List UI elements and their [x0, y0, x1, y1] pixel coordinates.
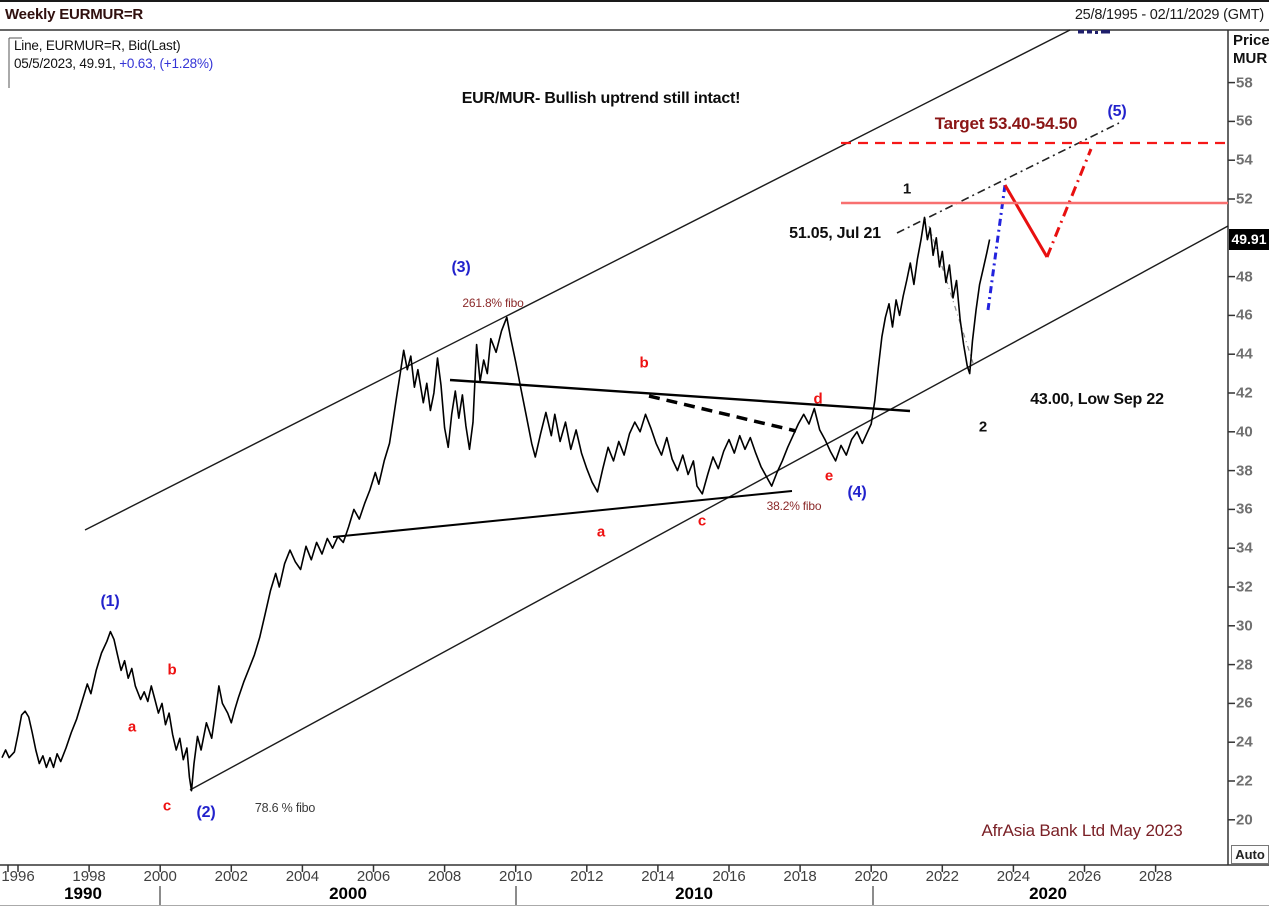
- legend-quote-line: 05/5/2023, 49.91, +0.63, (+1.28%): [14, 55, 213, 73]
- fibo-level-261[interactable]: 261.8% fibo: [462, 296, 524, 310]
- chart-headline[interactable]: EUR/MUR- Bullish uptrend still intact!: [461, 90, 741, 107]
- subwave-label-c2[interactable]: c: [697, 512, 707, 530]
- time-tick-label: 2020: [854, 868, 888, 885]
- price-tick-label: 30: [1236, 617, 1253, 635]
- price-tick-label: 36: [1236, 500, 1253, 518]
- legend-quote-value: 05/5/2023, 49.91,: [14, 56, 120, 71]
- series-legend: Line, EURMUR=R, Bid(Last) 05/5/2023, 49.…: [14, 37, 213, 73]
- time-tick-label: 1996: [1, 868, 35, 885]
- price-tick-label: 56: [1236, 112, 1253, 130]
- high-note[interactable]: 51.05, Jul 21: [789, 225, 881, 242]
- chart-title: Weekly EURMUR=R: [5, 6, 144, 23]
- wave-label-4[interactable]: (4): [847, 484, 867, 501]
- time-tick-label: 2002: [214, 868, 248, 885]
- target-note[interactable]: Target 53.40-54.50: [934, 114, 1078, 133]
- wave-label-2[interactable]: (2): [196, 804, 216, 821]
- date-range: 25/8/1995 - 02/11/2029 (GMT): [1074, 7, 1264, 23]
- fibo-level-786[interactable]: 78.6 % fibo: [254, 801, 316, 815]
- price-tick-label: 52: [1236, 190, 1253, 208]
- last-price-badge: 49.91: [1229, 229, 1269, 250]
- clipped-text-fragment: [1078, 30, 1084, 34]
- price-tick-label: 28: [1236, 656, 1253, 674]
- price-tick-label: 42: [1236, 384, 1253, 402]
- low-note[interactable]: 43.00, Low Sep 22: [1030, 391, 1164, 408]
- time-tick-label: 1998: [72, 868, 106, 885]
- clipped-text-fragment: [1101, 30, 1110, 34]
- price-tick-label: 44: [1236, 345, 1253, 363]
- price-axis-title-line1: Price: [1233, 32, 1269, 49]
- price-tick-label: 24: [1236, 733, 1253, 751]
- price-tick-label: 20: [1236, 811, 1253, 829]
- price-line: [1, 216, 991, 792]
- time-tick-label: 2018: [783, 868, 817, 885]
- price-tick-label: 58: [1236, 74, 1253, 92]
- decade-label: 1990: [64, 884, 102, 903]
- wave-label-3[interactable]: (3): [451, 259, 471, 276]
- minor-wave-label-2[interactable]: 2: [978, 418, 988, 436]
- decade-label: 2020: [1029, 884, 1067, 903]
- clipped-text-fragment: [1095, 31, 1098, 34]
- price-tick-label: 32: [1236, 578, 1253, 596]
- price-tick-label: 22: [1236, 772, 1253, 790]
- red-target-path-line[interactable]: [1045, 148, 1093, 258]
- decade-label: 2010: [675, 884, 713, 903]
- clipped-text-fragment: [1087, 30, 1092, 34]
- fibo-level-382[interactable]: 38.2% fibo: [766, 499, 822, 513]
- subwave-label-a2[interactable]: a: [596, 523, 606, 541]
- decade-label: 2000: [329, 884, 367, 903]
- time-tick-label: 2022: [925, 868, 959, 885]
- time-tick-label: 2028: [1138, 868, 1173, 885]
- triangle-lower-line[interactable]: [332, 490, 793, 538]
- correction-dashdot-line[interactable]: [928, 225, 975, 367]
- subwave-label-a1[interactable]: a: [127, 718, 137, 736]
- brand-note[interactable]: AfrAsia Bank Ltd May 2023: [981, 821, 1183, 840]
- price-tick-label: 54: [1236, 151, 1253, 169]
- time-tick-label: 2004: [285, 868, 320, 885]
- time-tick-label: 2026: [1067, 868, 1102, 885]
- subwave-label-e[interactable]: e: [824, 467, 834, 485]
- time-tick-label: 2016: [712, 868, 746, 885]
- price-axis-title-line2: MUR: [1233, 50, 1268, 67]
- time-tick-label: 2010: [499, 868, 533, 885]
- price-tick-label: 46: [1236, 306, 1253, 324]
- price-tick-label: 38: [1236, 462, 1253, 480]
- wave-label-1[interactable]: (1): [100, 593, 120, 610]
- wave5-dashdot-trendline[interactable]: [896, 122, 1120, 234]
- time-tick-label: 2012: [570, 868, 604, 885]
- time-tick-label: 2000: [143, 868, 177, 885]
- time-tick-label: 2024: [996, 868, 1031, 885]
- time-tick-label: 2008: [427, 868, 462, 885]
- price-tick-label: 48: [1236, 268, 1253, 286]
- subwave-label-b1[interactable]: b: [167, 661, 177, 679]
- b-d-dashed-line[interactable]: [648, 394, 797, 433]
- legend-quote-change: +0.63, (+1.28%): [119, 56, 214, 71]
- price-tick-label: 34: [1236, 539, 1253, 557]
- legend-series-line: Line, EURMUR=R, Bid(Last): [14, 38, 181, 53]
- time-tick-label: 2014: [641, 868, 675, 885]
- price-tick-label: 40: [1236, 423, 1253, 441]
- wave-label-5[interactable]: (5): [1107, 103, 1127, 120]
- plot-area[interactable]: [0, 30, 1228, 865]
- price-tick-label: 26: [1236, 694, 1253, 712]
- lower-channel-line[interactable]: [189, 225, 1229, 791]
- auto-scale-button[interactable]: Auto: [1231, 845, 1269, 864]
- subwave-label-b2[interactable]: b: [639, 354, 649, 372]
- subwave-label-d[interactable]: d: [813, 390, 823, 408]
- red-pullback-line[interactable]: [1003, 184, 1049, 258]
- time-tick-label: 2006: [356, 868, 391, 885]
- upper-channel-line[interactable]: [84, 29, 1071, 531]
- blue-projection-line[interactable]: [986, 184, 1007, 311]
- triangle-upper-line[interactable]: [449, 378, 911, 413]
- subwave-label-c1[interactable]: c: [162, 797, 172, 815]
- minor-wave-label-1[interactable]: 1: [902, 180, 912, 198]
